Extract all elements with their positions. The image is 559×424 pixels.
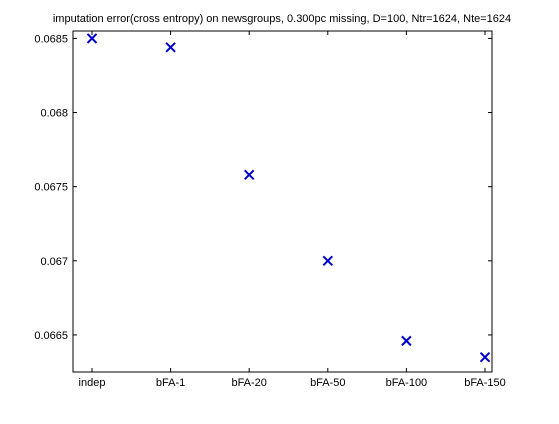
y-tick-label: 0.067: [40, 256, 68, 268]
data-point: [243, 169, 255, 181]
x-tick-label: bFA-1: [156, 377, 185, 389]
y-tick-label: 0.0675: [34, 182, 68, 194]
data-point: [165, 42, 176, 53]
chart-title: imputation error(cross entropy) on newsg…: [53, 13, 511, 25]
x-tick-label: bFA-50: [310, 377, 345, 389]
data-point: [401, 335, 412, 347]
x-tick-label: bFA-100: [386, 377, 428, 389]
data-markers: [86, 33, 491, 363]
data-point: [322, 255, 334, 267]
data-point: [479, 351, 491, 363]
axes-box: [72, 30, 493, 373]
y-tick-label: 0.0665: [34, 330, 68, 342]
x-tick-label: bFA-20: [231, 377, 266, 389]
x-tick-label: bFA-150: [464, 377, 506, 389]
y-tick-labels: 0.0665 0.067 0.0675 0.068 0.0685: [34, 33, 68, 342]
x-tick-labels: indep bFA-1 bFA-20 bFA-50 bFA-100 bFA-150: [79, 377, 506, 389]
x-tick-label: indep: [79, 377, 106, 389]
y-tick-label: 0.0685: [34, 33, 68, 45]
data-point: [86, 33, 98, 44]
ticks: [73, 31, 492, 372]
y-tick-label: 0.068: [40, 108, 68, 120]
